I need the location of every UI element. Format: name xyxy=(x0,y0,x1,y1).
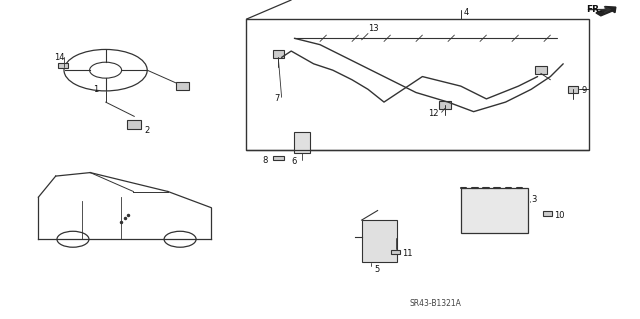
Text: 5: 5 xyxy=(374,265,380,274)
Text: 2: 2 xyxy=(144,126,149,135)
Bar xyxy=(127,120,141,129)
Text: 11: 11 xyxy=(402,249,412,258)
Bar xyxy=(568,86,578,93)
Bar xyxy=(176,82,189,90)
Text: 7: 7 xyxy=(274,94,279,103)
Text: 12: 12 xyxy=(428,109,438,118)
Text: 10: 10 xyxy=(554,211,564,220)
FancyBboxPatch shape xyxy=(461,188,528,233)
Text: SR43-B1321A: SR43-B1321A xyxy=(409,299,461,308)
Text: FR.: FR. xyxy=(586,5,603,14)
Bar xyxy=(439,101,451,109)
FancyArrow shape xyxy=(596,6,616,16)
Bar xyxy=(273,50,284,58)
Text: 6: 6 xyxy=(291,157,296,166)
Text: 9: 9 xyxy=(581,86,586,95)
Text: 13: 13 xyxy=(368,24,379,33)
Text: 3: 3 xyxy=(531,195,536,204)
Bar xyxy=(273,156,284,160)
Text: 4: 4 xyxy=(464,8,469,17)
Text: 14: 14 xyxy=(54,53,65,62)
Bar xyxy=(58,63,68,68)
Text: 1: 1 xyxy=(93,85,98,94)
FancyBboxPatch shape xyxy=(294,132,310,153)
FancyBboxPatch shape xyxy=(362,220,397,262)
Text: 8: 8 xyxy=(262,156,268,165)
Bar xyxy=(535,66,547,74)
Bar xyxy=(392,250,399,254)
Bar xyxy=(246,19,589,150)
Bar xyxy=(543,211,552,216)
